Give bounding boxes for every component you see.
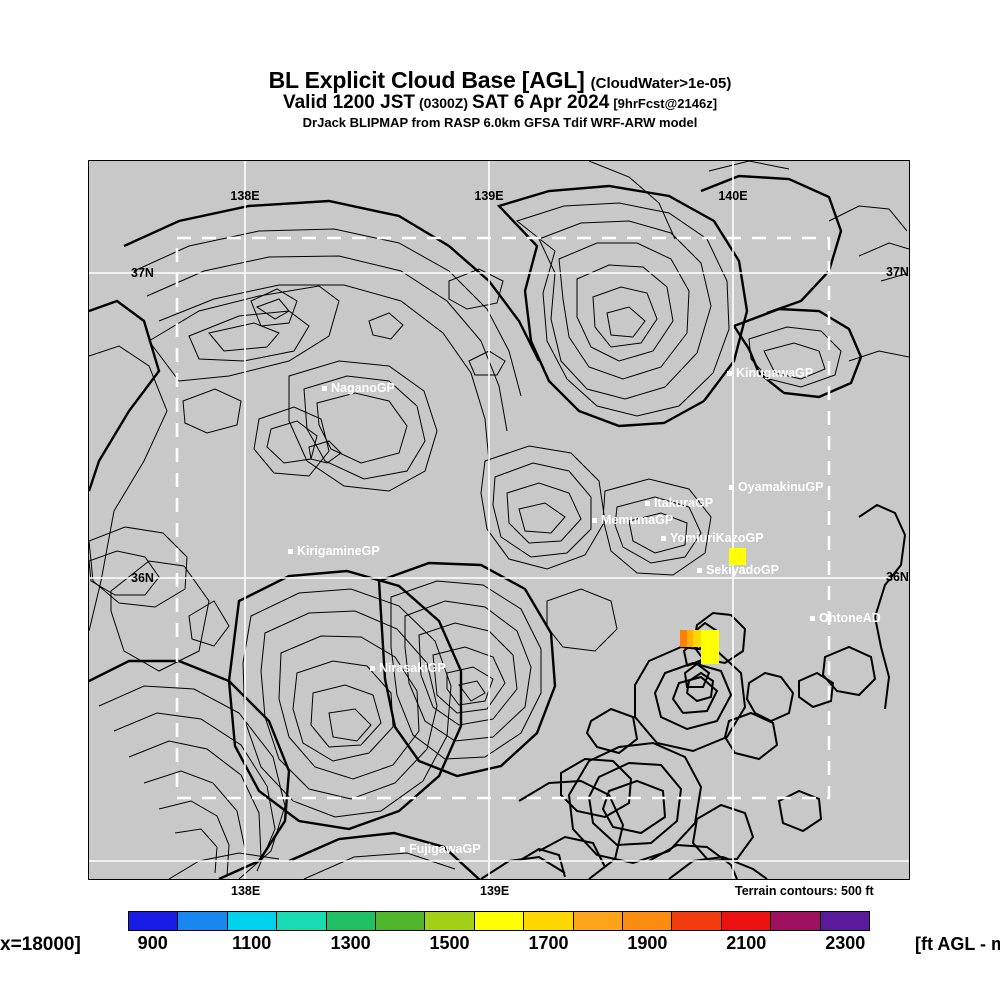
station-fujigawagp[interactable]: FujigawaGP: [400, 843, 481, 856]
colorbar-tick-1700: 1700: [528, 933, 569, 953]
colorbar-segment-1: [178, 912, 228, 930]
data-cell-1: [680, 630, 687, 647]
station-marker-icon: [729, 484, 734, 490]
colorbar-segment-11: [672, 912, 722, 930]
colorbar-tick-2100: 2100: [726, 933, 767, 953]
station-marker-icon: [288, 548, 293, 554]
colorbar-tick-1500: 1500: [429, 933, 470, 953]
station-yomiurikazogp[interactable]: YomiuriKazoGP: [661, 532, 764, 545]
colorbar-segment-3: [277, 912, 327, 930]
colorbar-segment-4: [326, 912, 377, 930]
station-marker-icon: [661, 535, 666, 541]
cloud-base-cells: [89, 161, 909, 879]
station-label: KirigamineGP: [297, 544, 380, 558]
station-layer: NaganoGP KinugawaGP OyamakinuGP ItakuraGP Me…: [89, 161, 909, 879]
valid-time: Valid 1200 JST: [282, 92, 415, 114]
colorbar-segment-0: [129, 912, 179, 930]
station-marker-icon: [400, 846, 405, 852]
station-itakuragp[interactable]: ItakuraGP: [645, 497, 713, 510]
colorbar-segment-7: [474, 912, 525, 930]
colorbar-segment-10: [623, 912, 673, 930]
colorbar-left-note: x=18000]: [0, 934, 81, 955]
colorbar-tick-900: 900: [137, 933, 168, 953]
data-cell-0: [729, 548, 746, 565]
title-valid-line: Valid 1200 JST (0300Z) SAT 6 Apr 2024 [9hrF…: [0, 93, 1000, 113]
data-cell-4: [701, 630, 719, 647]
valid-time-utc: (0300Z): [419, 95, 469, 112]
station-label: SekiyadoGP: [706, 563, 779, 577]
valid-date: SAT 6 Apr 2024: [472, 92, 610, 114]
colorbar-segment-5: [376, 912, 426, 930]
station-sekiyadogp[interactable]: SekiyadoGP: [697, 564, 779, 577]
station-marker-icon: [645, 500, 650, 506]
colorbar-tick-1100: 1100: [232, 933, 272, 953]
lat-label-37n-left: 37N: [131, 266, 154, 280]
colorbar-segment-8: [524, 912, 574, 930]
station-marker-icon: [370, 665, 375, 671]
data-cell-5: [701, 647, 719, 664]
lat-label-37n-right: 37N: [886, 265, 909, 279]
colorbar-segment-6: [425, 912, 475, 930]
station-label: KinugawaGP: [736, 366, 814, 380]
station-label: MemumaGP: [601, 513, 674, 527]
lat-label-36n-left: 36N: [131, 571, 154, 585]
data-cell-3: [693, 630, 701, 647]
title-qualifier: (CloudWater>1e-05): [590, 75, 732, 92]
lon-label-139e-top: 139E: [474, 189, 504, 203]
colorbar-tick-1300: 1300: [330, 933, 371, 953]
station-kirigaminegp[interactable]: KirigamineGP: [288, 545, 380, 558]
station-marker-icon: [697, 567, 702, 573]
station-marker-icon: [322, 385, 327, 391]
station-marker-icon: [727, 370, 732, 376]
colorbar-segment-14: [820, 912, 870, 930]
title-main-line: BL Explicit Cloud Base [AGL] (CloudWater>…: [0, 68, 1000, 92]
colorbar-ticks: 900 1100 1300 1500 1700 1900 2100 2300: [128, 933, 870, 959]
lon-label-138e-top: 138E: [230, 189, 260, 203]
colorbar-right-note: [ft AGL - m: [915, 934, 1000, 954]
colorbar-segment-2: [227, 912, 278, 930]
lon-label-138e-bottom: 138E: [231, 884, 261, 898]
colorbar-tick-1900: 1900: [627, 933, 668, 953]
station-label: NirasakiGP: [379, 661, 446, 675]
station-ohtonead[interactable]: OhtoneAD: [810, 612, 881, 625]
station-label: FujigawaGP: [409, 842, 481, 856]
model-credit: DrJack BLIPMAP from RASP 6.0km GFSA Tdif…: [302, 114, 698, 130]
title-block: BL Explicit Cloud Base [AGL] (CloudWater>…: [0, 68, 1000, 129]
colorbar-segment-9: [573, 912, 624, 930]
station-label: OhtoneAD: [819, 611, 881, 625]
station-kinugawagp[interactable]: KinugawaGP: [727, 367, 813, 380]
station-marker-icon: [810, 615, 815, 621]
colorbar-segment-13: [771, 912, 821, 930]
map-canvas[interactable]: 138E 139E 140E 37N 36N NaganoGP KinugawaG…: [88, 160, 910, 880]
lon-label-139e-bottom: 139E: [480, 884, 510, 898]
forecast-age: [9hrFcst@2146z]: [613, 96, 718, 112]
lat-label-36n-right: 36N: [886, 570, 909, 584]
station-label: NaganoGP: [331, 381, 395, 395]
colorbar-segment-12: [721, 912, 772, 930]
station-marker-icon: [592, 517, 597, 523]
page-title: BL Explicit Cloud Base [AGL]: [268, 67, 585, 93]
station-label: YomiuriKazoGP: [670, 531, 764, 545]
station-label: ItakuraGP: [654, 496, 714, 510]
station-label: OyamakinuGP: [738, 480, 824, 494]
lon-label-140e-top: 140E: [718, 189, 748, 203]
data-cell-2: [687, 630, 693, 647]
colorbar[interactable]: [128, 911, 870, 931]
station-nirasakigp[interactable]: NirasakiGP: [370, 662, 446, 675]
terrain-contour-note: Terrain contours: 500 ft: [735, 884, 874, 898]
station-memumagp[interactable]: MemumaGP: [592, 514, 673, 527]
station-oyamakinugp[interactable]: OyamakinuGP: [729, 481, 823, 494]
colorbar-tick-2300: 2300: [825, 933, 866, 953]
station-naganogp[interactable]: NaganoGP: [322, 382, 395, 395]
